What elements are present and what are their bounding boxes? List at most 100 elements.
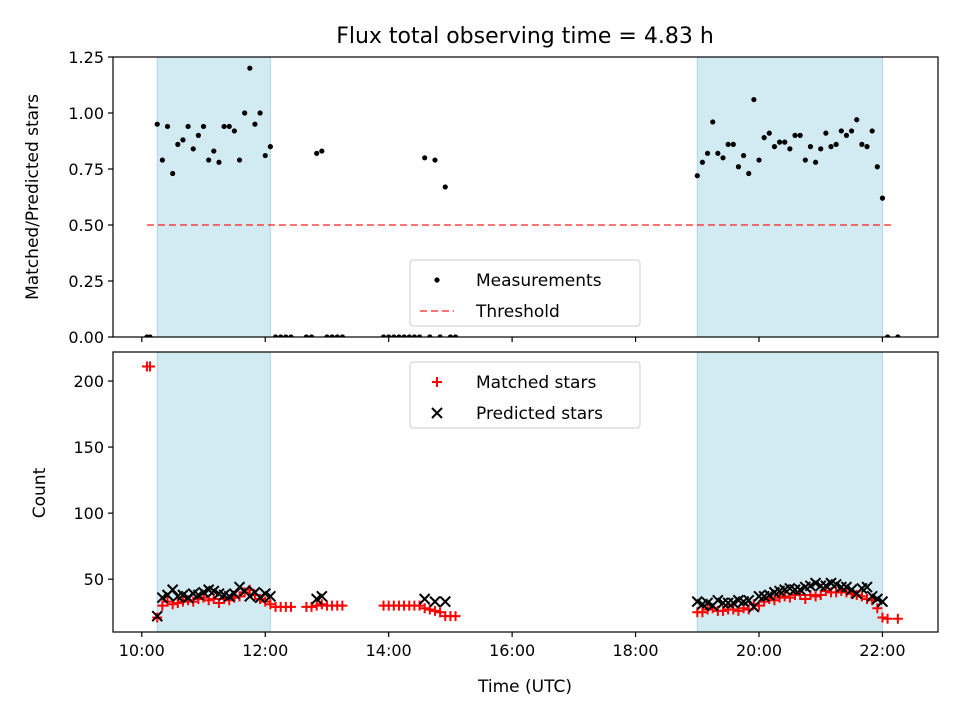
measurements-point (391, 334, 397, 337)
matched-stars-point (815, 590, 826, 601)
measurements-point (437, 334, 443, 337)
plot-frame (112, 56, 939, 338)
measurements-point (735, 164, 742, 170)
measurements-point (236, 157, 243, 163)
predicted-stars-point (748, 601, 760, 613)
measurements-point (828, 144, 834, 150)
measurements-point (329, 334, 335, 337)
measurements-point (422, 155, 428, 161)
measurements-point (864, 144, 870, 150)
y-tick-label: 150 (73, 438, 104, 457)
measurements-point (396, 334, 402, 337)
x-tick-label: 12:00 (242, 641, 288, 660)
chart-title: Flux total observing time = 4.83 h (336, 24, 714, 49)
legend-marker-matched-stars (432, 377, 442, 387)
measurements-point (740, 152, 747, 159)
measurements-point (807, 144, 814, 150)
predicted-stars-point (743, 594, 755, 607)
matched-stars-point (450, 611, 461, 622)
measurements-point (725, 141, 731, 147)
measurements-point (694, 173, 700, 179)
matched-stars-point (419, 603, 430, 614)
measurements-point (802, 157, 808, 163)
matched-stars-point (800, 593, 811, 604)
matched-stars-point (311, 600, 322, 611)
y-tick-label: 100 (73, 504, 104, 523)
y-tick-label: 0.75 (68, 160, 104, 179)
measurements-point (704, 150, 711, 156)
matched-stars-point (285, 601, 296, 612)
measurements-point (432, 157, 438, 163)
legend: Matched stars Predicted stars (409, 361, 641, 429)
measurements-point (278, 334, 284, 337)
measurements-point (339, 334, 345, 337)
measurements-point (854, 117, 860, 123)
measurements-point (884, 334, 891, 337)
measurements-point (751, 96, 757, 103)
shaded-interval-2 (696, 56, 883, 338)
measurements-point (823, 130, 829, 136)
predicted-stars-point (429, 595, 441, 608)
x-tick-label: 14:00 (366, 641, 412, 660)
predicted-stars-point (717, 597, 729, 609)
matched-stars-point (831, 587, 842, 598)
matched-stars-point (759, 596, 770, 607)
predicted-stars-point (439, 595, 451, 608)
measurements-point (895, 334, 901, 337)
shaded-interval-2 (696, 351, 883, 633)
measurements-point (324, 334, 330, 337)
measurements-point (175, 141, 181, 147)
legend-box (409, 361, 641, 429)
measurements-point (185, 123, 191, 130)
measurements-point (879, 195, 886, 201)
measurements-point (843, 132, 850, 138)
legend: Measurements Threshold (409, 259, 641, 327)
measurements-point (833, 141, 839, 147)
y-tick-label: 200 (73, 372, 104, 391)
measurements-point (869, 128, 875, 134)
top-y-axis-label: Matched/Predicted stars (23, 94, 43, 300)
measurements-point (848, 128, 855, 134)
measurements-point (252, 121, 258, 127)
shaded-interval-1 (156, 56, 271, 338)
bottom-plot-panel: 50 100 150 200 10:00 12:00 14:00 16:00 18:00 20:0… (73, 351, 939, 660)
measurements-point (272, 334, 279, 337)
y-tick-label: 50 (84, 570, 104, 589)
measurements-point (386, 334, 392, 337)
predicted-stars-point (722, 597, 734, 609)
measurements-point (812, 159, 819, 165)
data-marks (141, 361, 903, 624)
y-tick-label: 0.00 (68, 328, 104, 347)
measurements-point (776, 139, 783, 145)
measurements-point (231, 128, 237, 134)
measurements-point (771, 144, 778, 150)
x-tick-label: 16:00 (489, 641, 535, 660)
measurements-point (283, 334, 289, 337)
y-tick-label: 1.00 (68, 104, 104, 123)
measurements-point (303, 334, 309, 337)
matched-stars-point (728, 604, 739, 615)
matched-stars-point (697, 607, 708, 618)
measurements-point (314, 150, 320, 156)
measurements-point (216, 159, 222, 165)
measurements-point (195, 132, 201, 138)
measurements-point (859, 141, 865, 147)
measurements-point (200, 123, 207, 130)
measurements-point (710, 119, 716, 125)
measurements-point (787, 146, 793, 152)
measurements-point (447, 334, 454, 337)
measurements-point (874, 164, 880, 170)
measurements-point (159, 157, 165, 163)
matched-stars-point (414, 600, 425, 611)
predicted-stars-point (228, 587, 241, 600)
measurements-point (452, 334, 459, 337)
measurements-point (720, 155, 726, 161)
matched-stars-point (877, 612, 888, 623)
measurements-point (226, 123, 232, 130)
matched-stars-point (810, 591, 821, 602)
measurements-point (221, 123, 227, 130)
matched-stars-point (265, 599, 276, 610)
measurements-point (442, 184, 448, 190)
measurements-point (247, 65, 253, 71)
